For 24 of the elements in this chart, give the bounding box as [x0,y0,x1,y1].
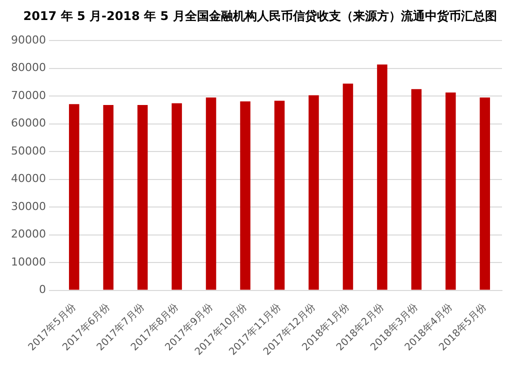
bar [480,97,490,290]
bar [411,89,422,290]
y-tick-label: 60000 [10,116,46,130]
bar [137,104,148,290]
y-tick-label: 90000 [10,33,46,46]
chart-title: 2017 年 5 月-2018 年 5 月全国金融机构人民币信贷收支（来源方）流通中货币汇总图 [22,8,498,25]
y-tick-label: 10000 [10,255,46,268]
bar [446,92,456,290]
bar [308,95,319,290]
bar [240,101,250,290]
y-tick-label: 50000 [10,144,46,158]
y-tick-label: 70000 [10,88,46,102]
bar [342,84,354,290]
y-tick-label: 80000 [10,61,46,74]
y-tick-label: 30000 [10,200,46,213]
y-tick-label: 40000 [10,172,46,186]
y-tick-label: 0 [38,283,46,296]
bar [172,103,182,290]
bar [68,104,80,290]
bar [274,100,285,290]
bar [103,104,114,290]
bar [206,97,216,290]
bar [377,64,388,290]
y-tick-label: 20000 [10,228,46,241]
